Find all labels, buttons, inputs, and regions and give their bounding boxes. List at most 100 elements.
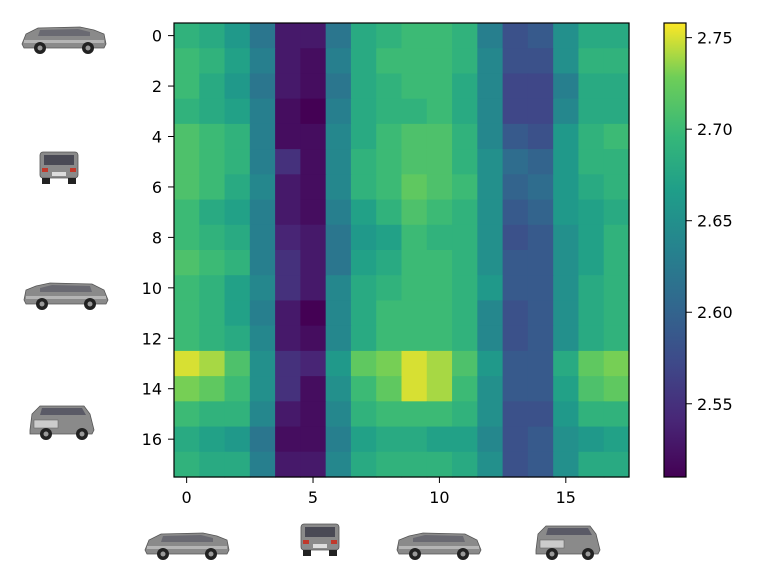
heatmap-cell [527, 174, 554, 201]
heatmap-cell [325, 401, 352, 428]
heatmap-cell [603, 426, 630, 453]
heatmap-cell [350, 123, 377, 150]
y-tick-label: 0 [152, 27, 162, 46]
heatmap-cell [502, 401, 529, 428]
car-rear-icon [39, 151, 79, 185]
heatmap-cell [174, 325, 200, 352]
heatmap-cell [553, 451, 580, 478]
heatmap-cell [603, 123, 630, 150]
heatmap-cell [578, 224, 605, 251]
heatmap-cell [350, 250, 377, 276]
heatmap-cell [477, 275, 504, 302]
heatmap-cell [249, 23, 276, 49]
heatmap-cell [275, 325, 301, 352]
heatmap-cell [553, 350, 580, 377]
heatmap-cell [199, 174, 226, 201]
heatmap-cell [477, 451, 504, 478]
heatmap-cell [174, 123, 200, 150]
heatmap-cell [603, 73, 630, 100]
heatmap-cell [426, 325, 453, 352]
y-tick-label: 12 [142, 329, 162, 348]
heatmap-cell [376, 300, 403, 327]
heatmap-cell [603, 199, 630, 226]
heatmap-cell [199, 199, 226, 226]
heatmap-cell [275, 224, 301, 251]
heatmap-cell [275, 401, 301, 428]
heatmap-cell [300, 350, 327, 377]
heatmap-cell [477, 48, 504, 75]
heatmap-cell [275, 98, 301, 125]
heatmap-cell [350, 73, 377, 100]
heatmap-cell [401, 174, 428, 201]
heatmap-cell [527, 250, 554, 276]
heatmap-cell [174, 149, 200, 175]
heatmap-cell [578, 73, 605, 100]
heatmap-cell [527, 48, 554, 75]
heatmap-cell [275, 149, 301, 175]
heatmap-cell [553, 325, 580, 352]
heatmap-cell [275, 73, 301, 100]
heatmap-cell [275, 451, 301, 478]
heatmap-cell [249, 174, 276, 201]
heatmap-cell [275, 300, 301, 327]
heatmap-cell [502, 426, 529, 453]
heatmap-cell [527, 426, 554, 453]
heatmap-cell [376, 73, 403, 100]
heatmap-cell [224, 123, 251, 150]
heatmap-cell [578, 350, 605, 377]
heatmap-cell [199, 451, 226, 478]
heatmap-cell [477, 300, 504, 327]
heatmap-cell [477, 350, 504, 377]
heatmap-cell [350, 350, 377, 377]
heatmap-cell [325, 350, 352, 377]
heatmap-cell [350, 23, 377, 49]
heatmap-cell [578, 376, 605, 402]
heatmap-cell [578, 98, 605, 125]
heatmap-cell [578, 23, 605, 49]
colorbar-frame [663, 22, 687, 478]
heatmap-cell [553, 426, 580, 453]
heatmap-cell [376, 123, 403, 150]
heatmap-cell [350, 426, 377, 453]
heatmap-cell [350, 149, 377, 175]
car-side-right-icon [396, 532, 482, 561]
heatmap-cell [275, 426, 301, 453]
heatmap-cell [224, 451, 251, 478]
x-tick-label: 5 [308, 488, 318, 507]
heatmap-cell [527, 23, 554, 49]
x-tick-label: 15 [556, 488, 576, 507]
y-tick-label: 4 [152, 128, 162, 147]
heatmap-cell [603, 48, 630, 75]
heatmap-cell [199, 250, 226, 276]
heatmap-cell [502, 123, 529, 150]
heatmap-cell [376, 48, 403, 75]
heatmap-cell [603, 250, 630, 276]
heatmap-cell [174, 401, 200, 428]
heatmap-cell [199, 48, 226, 75]
heatmap-cell [578, 250, 605, 276]
colorbar-ticks: 2.55 2.60 2.65 2.70 2.75 [686, 29, 733, 414]
heatmap-cell [300, 73, 327, 100]
heatmap-cell [249, 275, 276, 302]
heatmap-cell [553, 376, 580, 402]
heatmap-cell [275, 275, 301, 302]
heatmap-cell [452, 123, 478, 150]
heatmap-cell [300, 451, 327, 478]
heatmap-cell [477, 23, 504, 49]
heatmap-cell [300, 401, 327, 428]
heatmap-cell [553, 275, 580, 302]
heatmap-cell [502, 451, 529, 478]
heatmap-cell [452, 48, 478, 75]
heatmap-cell [249, 451, 276, 478]
heatmap-cell [249, 300, 276, 327]
colorbar-tick-label: 2.65 [697, 212, 733, 231]
heatmap-cell [300, 325, 327, 352]
heatmap-cell [300, 199, 327, 226]
heatmap-cell [300, 123, 327, 150]
heatmap-cell [401, 23, 428, 49]
heatmap-cell [325, 451, 352, 478]
y-tick-label: 10 [142, 279, 162, 298]
heatmap-cell [376, 426, 403, 453]
heatmap-cell [401, 123, 428, 150]
